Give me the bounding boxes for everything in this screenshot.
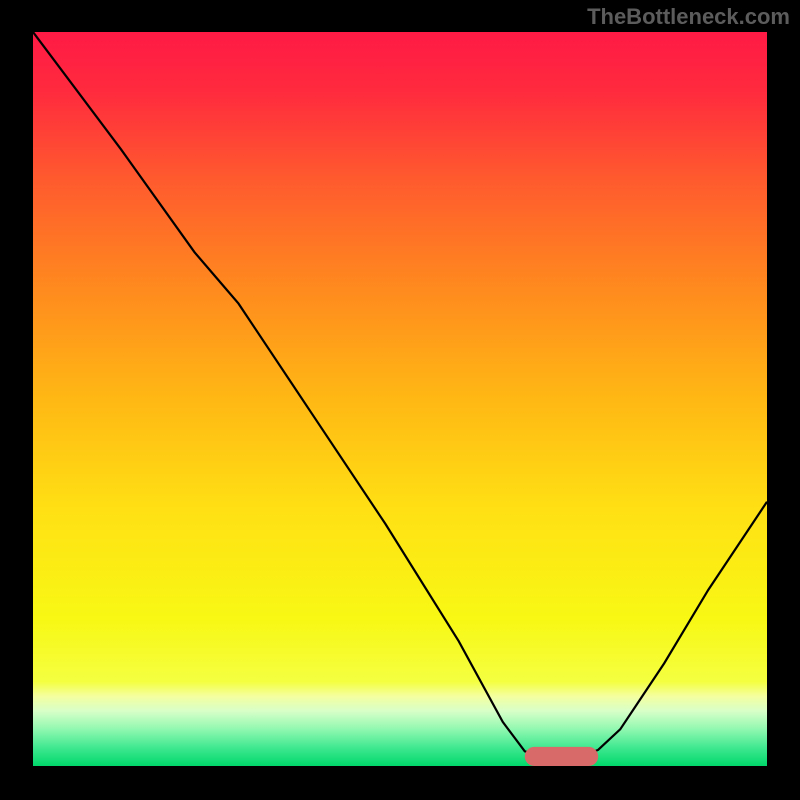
chart-svg <box>33 32 767 766</box>
canvas: TheBottleneck.com <box>0 0 800 800</box>
gradient-background <box>33 32 767 766</box>
plot-area <box>33 32 767 766</box>
optimum-marker <box>525 747 598 766</box>
watermark-text: TheBottleneck.com <box>587 4 790 30</box>
